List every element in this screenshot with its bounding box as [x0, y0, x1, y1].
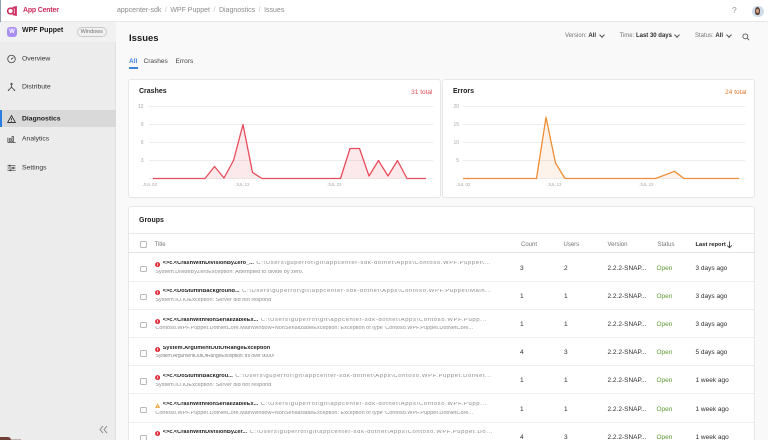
svg-text:JUL 12: JUL 12 — [547, 182, 562, 187]
svg-text:20: 20 — [453, 104, 459, 110]
svg-text:12: 12 — [138, 104, 144, 110]
svg-text:15: 15 — [453, 122, 459, 128]
svg-text:JUL 22: JUL 22 — [639, 182, 654, 187]
svg-text:JUL 12: JUL 12 — [235, 182, 250, 187]
svg-text:JUL 02: JUL 02 — [143, 182, 158, 187]
svg-text:9: 9 — [141, 122, 144, 128]
svg-text:JUL 02: JUL 02 — [456, 182, 471, 187]
svg-text:5: 5 — [456, 158, 459, 164]
svg-text:3: 3 — [141, 158, 144, 164]
svg-text:6: 6 — [141, 140, 144, 146]
svg-text:JUL 22: JUL 22 — [327, 182, 342, 187]
svg-text:10: 10 — [453, 140, 459, 146]
